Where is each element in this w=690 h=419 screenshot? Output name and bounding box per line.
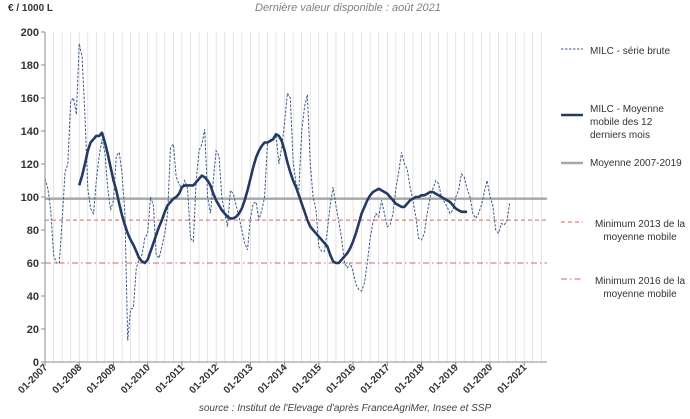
x-tick-label: 01-2017	[359, 362, 393, 396]
x-tick-label: 01-2012	[188, 362, 222, 396]
y-tick-label: 0	[33, 357, 39, 369]
series-line-1	[77, 131, 468, 265]
x-tick-label: 01-2021	[496, 362, 530, 396]
legend-label-min2013: Minimum 2013 de la moyenne mobile	[594, 219, 686, 243]
y-tick-label: 80	[27, 225, 39, 237]
x-tick-label: 01-2009	[85, 362, 119, 396]
x-tick-label: 01-2019	[427, 362, 461, 396]
series	[44, 43, 511, 341]
chart-source: source : Institut de l'Elevage d'après F…	[198, 403, 492, 414]
y-tick-label: 100	[21, 192, 39, 204]
y-tick-label: 160	[21, 93, 39, 105]
y-tick-label: 140	[21, 126, 39, 138]
legend-label-raw: MILC - série brute	[590, 46, 671, 57]
grid	[44, 32, 542, 362]
chart-subtitle: Dernière valeur disponible : août 2021	[255, 2, 441, 14]
legend-label-mean: Moyenne 2007-2019	[590, 158, 682, 169]
y-tick-label: 20	[27, 324, 39, 336]
x-tick-label: 01-2015	[290, 362, 324, 396]
x-tick-label: 01-2013	[222, 362, 256, 396]
y-axis-unit-label: € / 1000 L	[8, 3, 54, 14]
y-tick-label: 60	[27, 258, 39, 270]
x-tick-label: 01-2018	[393, 362, 427, 396]
x-tick-label: 01-2008	[51, 362, 85, 396]
y-tick-label: 120	[21, 159, 39, 171]
legend	[561, 48, 583, 280]
y-tick-label: 40	[27, 291, 39, 303]
legend-label-moving-average: MILC - Moyenne mobile des 12 derniers mo…	[590, 104, 664, 141]
legend-label-min2016: Minimum 2016 de la moyenne mobile	[594, 276, 686, 300]
x-tick-label: 01-2011	[154, 362, 188, 396]
x-tick-label: 01-2020	[461, 362, 495, 396]
y-tick-label: 180	[21, 60, 39, 72]
reference-lines	[45, 197, 547, 264]
series-line-0	[44, 43, 511, 341]
x-tick-label: 01-2016	[324, 362, 358, 396]
y-tick-label: 200	[21, 27, 39, 39]
x-tick-label: 01-2014	[256, 362, 290, 396]
x-tick-label: 01-2010	[119, 362, 153, 396]
